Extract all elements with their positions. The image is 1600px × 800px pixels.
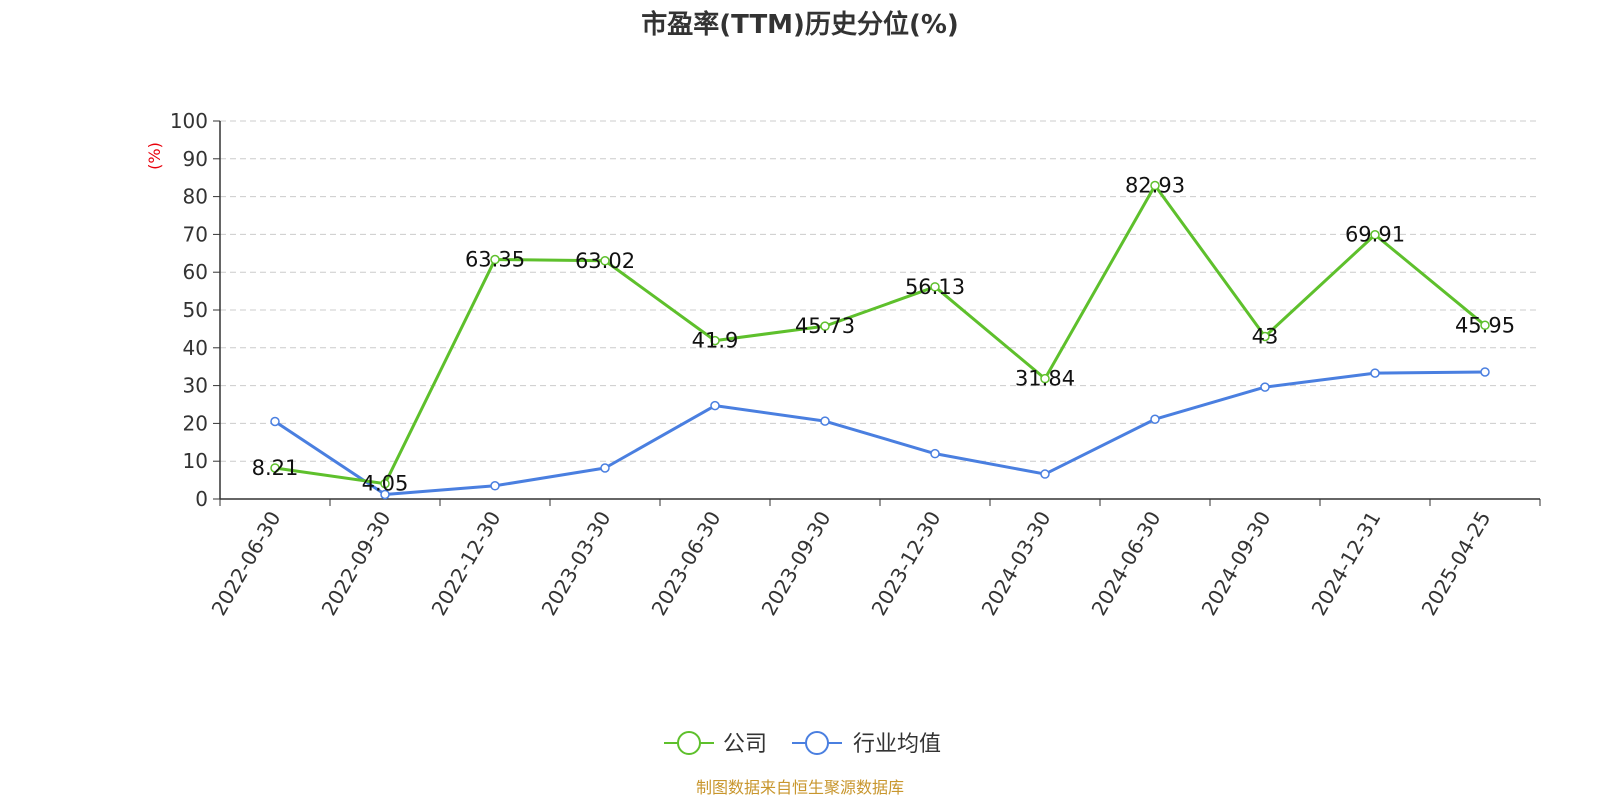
data-label: 43: [1252, 324, 1279, 348]
x-tick-label: 2024-03-30: [976, 507, 1055, 620]
legend-item-0[interactable]: 公司: [664, 731, 767, 757]
data-point: [270, 463, 280, 473]
legend-label: 行业均值: [853, 732, 941, 757]
y-tick-label: 10: [183, 449, 208, 473]
data-point: [1040, 373, 1050, 384]
y-tick-label: 40: [183, 336, 208, 360]
x-tick-label: 2024-06-30: [1086, 507, 1165, 620]
series-line-0: [274, 184, 1486, 486]
legend-label: 公司: [723, 732, 767, 757]
data-point: [1150, 414, 1160, 424]
data-label: 8.21: [252, 456, 299, 480]
x-tick-label: 2022-12-30: [426, 507, 505, 620]
data-point: [270, 416, 280, 427]
data-label: 41.9: [692, 329, 739, 353]
data-point: [490, 481, 500, 491]
data-label: 63.02: [575, 249, 635, 273]
y-tick-label: 0: [195, 487, 208, 511]
data-label: 31.84: [1015, 367, 1075, 391]
data-point: [1370, 229, 1380, 240]
grid-layer: [220, 120, 1540, 462]
data-point: [930, 282, 940, 292]
x-tick-label: 2023-03-30: [536, 507, 615, 620]
data-point: [710, 400, 720, 411]
legend-marker: [805, 731, 829, 755]
data-label: 56.13: [905, 275, 965, 299]
source-note: 制图数据来自恒生聚源数据库: [696, 778, 904, 797]
x-tick-label: 2022-06-30: [206, 507, 285, 620]
data-point: [1040, 469, 1050, 479]
legend-item-1[interactable]: 行业均值: [792, 731, 941, 757]
data-point: [820, 321, 830, 331]
y-tick-label: 60: [183, 260, 208, 284]
data-point: [710, 335, 720, 346]
legend[interactable]: 公司 行业均值: [664, 731, 941, 757]
legend-marker: [677, 731, 701, 755]
data-point: [1260, 382, 1270, 392]
axis-layer: 0 10 20 30 40 50 60 70 80 90 100 2022-06-30 2022-09-…: [170, 109, 1541, 620]
series-layer: [270, 180, 1490, 500]
data-label: 45.95: [1455, 313, 1515, 337]
y-tick-label: 80: [183, 185, 208, 209]
y-tick-label: 30: [183, 374, 208, 398]
y-axis-label: (%): [145, 142, 164, 170]
data-point: [1150, 180, 1160, 191]
data-point: [490, 254, 500, 265]
data-point: [380, 489, 390, 500]
data-point: [1480, 367, 1490, 377]
data-point: [1480, 320, 1490, 331]
chart-title: 市盈率(TTM)历史分位(%): [641, 9, 959, 40]
data-point: [820, 416, 830, 426]
data-point: [1260, 331, 1270, 342]
data-label: 82.93: [1125, 174, 1185, 198]
x-tick-label: 2022-09-30: [316, 507, 395, 620]
data-label-layer: 8.21 4.05 63.35 63.02 41.9 45.73 56.13 31.84 82.…: [252, 174, 1515, 496]
series-line-1: [274, 370, 1486, 496]
data-label: 69.91: [1345, 223, 1405, 247]
data-point: [1370, 368, 1380, 378]
data-point: [930, 448, 940, 459]
y-tick-label: 90: [183, 147, 208, 171]
y-tick-label: 100: [170, 109, 208, 133]
data-label: 63.35: [465, 248, 525, 272]
data-point: [600, 256, 610, 266]
data-point: [380, 478, 390, 489]
data-label: 45.73: [795, 314, 855, 338]
y-tick-label: 50: [183, 298, 208, 322]
x-tick-label: 2023-09-30: [756, 507, 835, 620]
data-label: 4.05: [362, 472, 409, 496]
x-tick-label: 2024-09-30: [1196, 507, 1275, 620]
x-tick-label: 2023-12-30: [866, 507, 945, 620]
y-tick-label: 70: [183, 222, 208, 246]
data-point: [600, 463, 610, 473]
x-tick-label: 2023-06-30: [646, 507, 725, 620]
x-tick-label: 2025-04-25: [1416, 507, 1495, 620]
x-tick-label: 2024-12-31: [1306, 507, 1385, 620]
y-tick-label: 20: [183, 411, 208, 435]
